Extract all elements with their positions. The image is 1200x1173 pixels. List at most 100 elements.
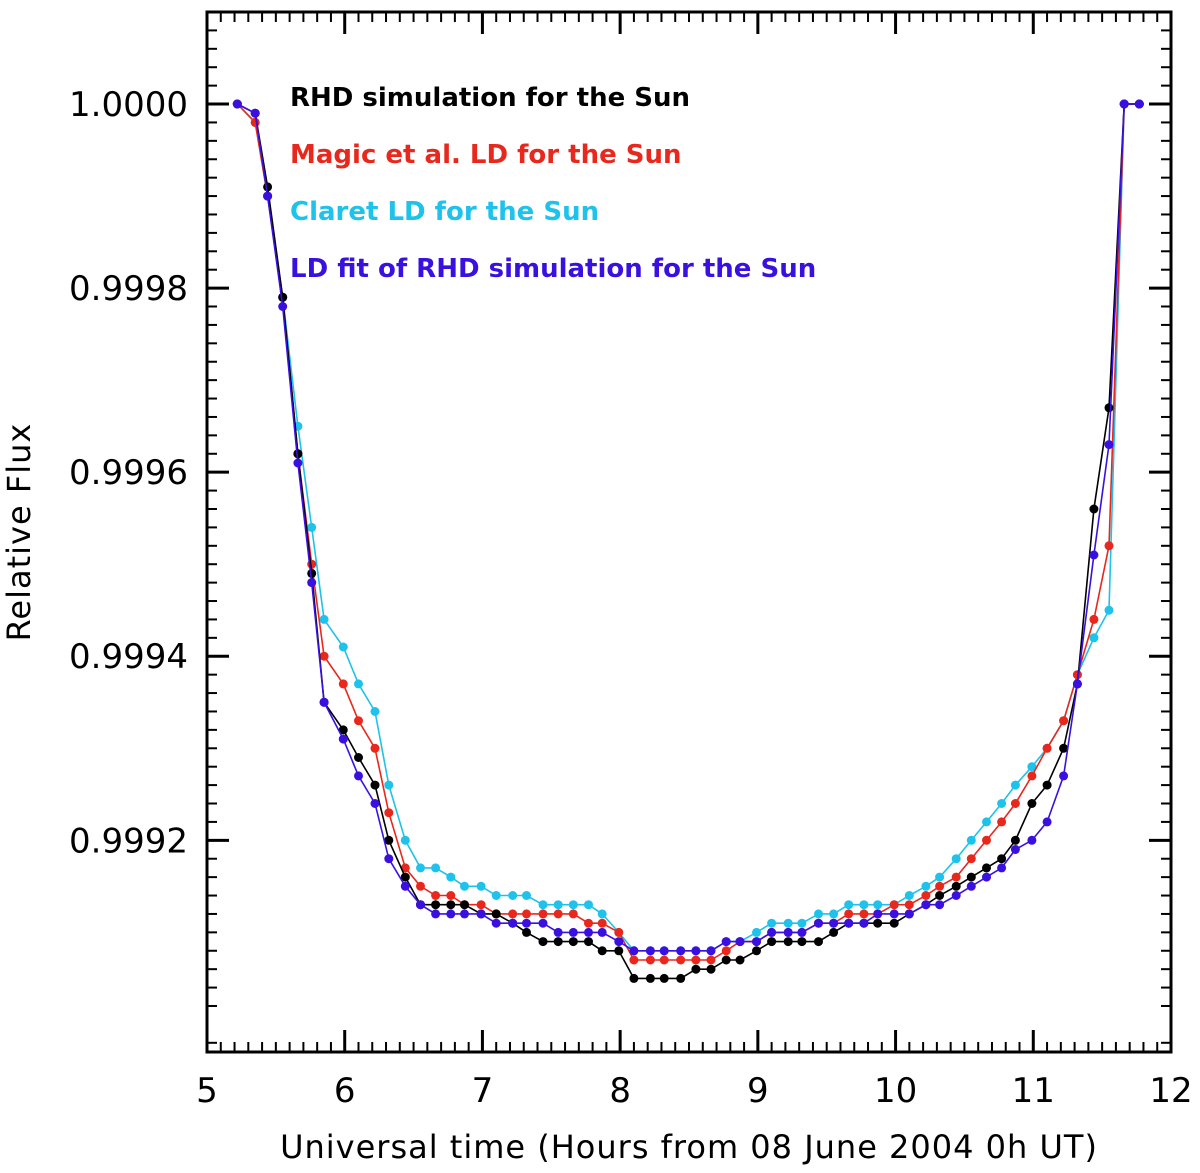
data-point	[446, 900, 456, 910]
legend: RHD simulation for the Sun Magic et al. L…	[290, 83, 816, 284]
data-point	[966, 872, 976, 882]
data-point	[263, 182, 273, 192]
data-point	[1027, 771, 1037, 781]
data-point	[829, 909, 839, 919]
data-point	[319, 614, 329, 624]
data-point	[1059, 771, 1069, 781]
data-point	[889, 918, 899, 928]
data-point	[629, 955, 639, 965]
data-point	[431, 900, 441, 910]
data-point	[476, 900, 486, 910]
data-point	[966, 835, 976, 845]
data-point	[844, 909, 854, 919]
data-point	[859, 918, 869, 928]
data-point	[354, 753, 363, 762]
data-point	[997, 817, 1007, 827]
y-tick-label: 0.9996	[69, 453, 188, 493]
legend-entry: Claret LD for the Sun	[290, 197, 599, 227]
data-point	[307, 578, 317, 588]
y-axis-label: Relative Flux	[0, 423, 38, 642]
data-point	[904, 891, 914, 900]
data-point	[476, 881, 486, 891]
data-point	[797, 927, 807, 937]
data-point	[522, 891, 531, 900]
data-point	[797, 937, 807, 947]
data-point	[354, 771, 363, 781]
x-tick-label: 8	[609, 1071, 631, 1111]
data-point	[1089, 550, 1099, 560]
data-point	[1059, 716, 1069, 726]
x-tick-label: 10	[874, 1071, 917, 1111]
x-tick-label: 7	[472, 1071, 494, 1111]
data-point	[1104, 605, 1114, 615]
data-point	[844, 900, 854, 910]
data-point	[997, 863, 1007, 873]
data-point	[416, 863, 425, 873]
data-point	[597, 946, 607, 956]
data-point	[951, 872, 961, 882]
data-point	[446, 909, 456, 919]
data-point	[935, 872, 945, 882]
data-point	[921, 891, 931, 900]
data-point	[508, 909, 518, 919]
data-point	[568, 927, 578, 937]
data-point	[319, 651, 329, 661]
data-point	[1027, 835, 1037, 845]
data-point	[783, 927, 793, 937]
x-axis-label: Universal time (Hours from 08 June 2004 …	[280, 1128, 1098, 1166]
axis-ticks	[205, 12, 1173, 1052]
data-point	[783, 918, 793, 928]
data-point	[476, 909, 486, 919]
data-point	[921, 900, 931, 910]
data-point	[691, 964, 701, 974]
data-point	[889, 909, 899, 919]
data-point	[873, 909, 883, 919]
data-point	[659, 955, 669, 965]
data-point	[982, 835, 991, 845]
data-point	[307, 568, 317, 578]
data-point	[951, 891, 961, 900]
y-tick-label: 0.9992	[69, 821, 188, 861]
data-point	[293, 449, 303, 459]
data-point	[721, 946, 731, 956]
x-tick-label: 5	[196, 1071, 218, 1111]
data-point	[904, 900, 914, 910]
data-point	[676, 973, 686, 983]
data-point	[400, 881, 410, 891]
y-tick-label: 1.0000	[69, 85, 188, 125]
data-point	[508, 918, 518, 928]
data-point	[1010, 845, 1020, 854]
data-point	[538, 900, 548, 910]
data-point	[370, 743, 380, 753]
data-point	[568, 909, 578, 919]
x-tick-label: 6	[334, 1071, 356, 1111]
data-point	[568, 900, 578, 910]
data-point	[293, 458, 303, 468]
data-point	[614, 937, 624, 947]
data-point	[797, 918, 807, 928]
data-point	[844, 918, 854, 928]
data-point	[584, 918, 593, 928]
data-point	[935, 900, 945, 910]
legend-entry: Magic et al. LD for the Sun	[290, 140, 682, 170]
tick-labels: 5 6 7 8 9 10 11 12 0.9992 0.9994 0.9996 0.9998 1.000…	[69, 85, 1193, 1111]
data-point	[553, 900, 563, 910]
data-point	[752, 946, 761, 956]
data-point	[659, 973, 669, 983]
data-point	[691, 946, 701, 956]
data-point	[721, 955, 731, 965]
data-point	[1119, 99, 1129, 109]
data-point	[645, 955, 655, 965]
data-point	[416, 900, 425, 910]
x-tick-label: 9	[747, 1071, 769, 1111]
legend-entry: LD fit of RHD simulation for the Sun	[290, 254, 816, 284]
data-point	[370, 799, 380, 808]
series-2	[232, 99, 1144, 965]
data-point	[338, 725, 348, 735]
data-point	[982, 817, 991, 827]
data-point	[338, 734, 348, 744]
data-point	[706, 964, 716, 974]
data-point	[553, 927, 563, 937]
data-point	[735, 937, 745, 947]
data-point	[232, 99, 242, 109]
